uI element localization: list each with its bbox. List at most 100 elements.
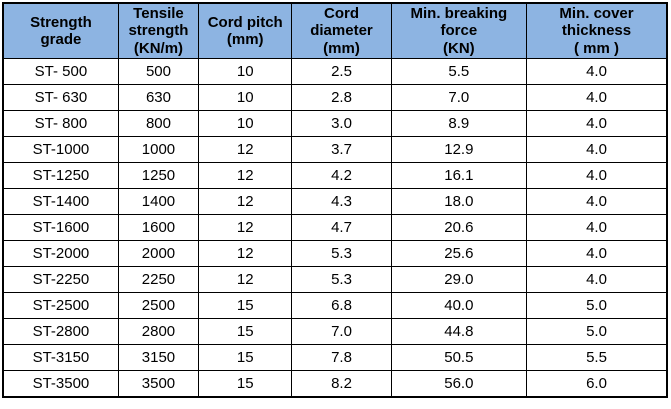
table-cell: ST-2000 bbox=[2, 239, 119, 267]
table-cell: 4.7 bbox=[291, 213, 392, 241]
table-cell: 12 bbox=[198, 213, 293, 241]
table-cell: 8.9 bbox=[390, 109, 528, 137]
col-header-min-breaking-force: Min. breaking force (KN) bbox=[390, 2, 528, 59]
table-cell: 8.2 bbox=[291, 369, 392, 398]
table-cell: 40.0 bbox=[390, 291, 528, 319]
table-row: ST-3150 3150 15 7.8 50.5 5.5 bbox=[2, 343, 668, 371]
table-cell: 4.0 bbox=[526, 57, 668, 85]
table-cell: 12 bbox=[198, 161, 293, 189]
table-row: ST-1250 1250 12 4.2 16.1 4.0 bbox=[2, 161, 668, 189]
table-cell: 5.0 bbox=[526, 291, 668, 319]
table-cell: 4.2 bbox=[291, 161, 392, 189]
table-cell: ST-1600 bbox=[2, 213, 119, 241]
table-cell: 18.0 bbox=[390, 187, 528, 215]
table-cell: 500 bbox=[117, 57, 200, 85]
table-cell: 12 bbox=[198, 265, 293, 293]
table-cell: 10 bbox=[198, 109, 293, 137]
table-row: ST-1600 1600 12 4.7 20.6 4.0 bbox=[2, 213, 668, 241]
table-cell: 5.3 bbox=[291, 265, 392, 293]
strength-grade-table: Strength grade Tensile strength (KN/m) C… bbox=[2, 2, 668, 398]
table-cell: 15 bbox=[198, 343, 293, 371]
table-cell: 4.0 bbox=[526, 161, 668, 189]
col-header-cord-diameter: Cord diameter (mm) bbox=[291, 2, 392, 59]
col-header-min-cover-thickness: Min. cover thickness ( mm ) bbox=[526, 2, 668, 59]
table-cell: 15 bbox=[198, 317, 293, 345]
table-cell: ST-3500 bbox=[2, 369, 119, 398]
table-cell: ST-2800 bbox=[2, 317, 119, 345]
table-cell: 3500 bbox=[117, 369, 200, 398]
table-cell: 4.0 bbox=[526, 265, 668, 293]
header-row: Strength grade Tensile strength (KN/m) C… bbox=[2, 2, 668, 59]
table-cell: 25.6 bbox=[390, 239, 528, 267]
table-cell: 4.0 bbox=[526, 239, 668, 267]
table-cell: 630 bbox=[117, 83, 200, 111]
table-row: ST-3500 3500 15 8.2 56.0 6.0 bbox=[2, 369, 668, 398]
table-cell: 4.0 bbox=[526, 187, 668, 215]
table-row: ST-2800 2800 15 7.0 44.8 5.0 bbox=[2, 317, 668, 345]
table-cell: 1250 bbox=[117, 161, 200, 189]
table-cell: 2500 bbox=[117, 291, 200, 319]
table-cell: 3150 bbox=[117, 343, 200, 371]
table-cell: 10 bbox=[198, 83, 293, 111]
table-cell: 1400 bbox=[117, 187, 200, 215]
table-cell: 1600 bbox=[117, 213, 200, 241]
table-cell: 1000 bbox=[117, 135, 200, 163]
table-row: ST- 630 630 10 2.8 7.0 4.0 bbox=[2, 83, 668, 111]
table-cell: 5.5 bbox=[526, 343, 668, 371]
table-row: ST-2250 2250 12 5.3 29.0 4.0 bbox=[2, 265, 668, 293]
table-cell: 15 bbox=[198, 291, 293, 319]
table-cell: 12 bbox=[198, 135, 293, 163]
col-header-cord-pitch: Cord pitch (mm) bbox=[198, 2, 293, 59]
table-cell: ST- 800 bbox=[2, 109, 119, 137]
table-cell: 29.0 bbox=[390, 265, 528, 293]
table-body: ST- 500 500 10 2.5 5.5 4.0 ST- 630 630 10 2.8 7.0 4… bbox=[2, 57, 668, 398]
table-cell: ST- 500 bbox=[2, 57, 119, 85]
table-row: ST-2000 2000 12 5.3 25.6 4.0 bbox=[2, 239, 668, 267]
table-cell: ST-3150 bbox=[2, 343, 119, 371]
table-cell: ST- 630 bbox=[2, 83, 119, 111]
table-cell: ST-2500 bbox=[2, 291, 119, 319]
table-cell: 5.0 bbox=[526, 317, 668, 345]
table-cell: 4.0 bbox=[526, 109, 668, 137]
table-cell: 56.0 bbox=[390, 369, 528, 398]
table-row: ST- 500 500 10 2.5 5.5 4.0 bbox=[2, 57, 668, 85]
table-row: ST-1000 1000 12 3.7 12.9 4.0 bbox=[2, 135, 668, 163]
table-cell: ST-2250 bbox=[2, 265, 119, 293]
table-cell: 7.0 bbox=[291, 317, 392, 345]
table-cell: 10 bbox=[198, 57, 293, 85]
table-cell: 6.8 bbox=[291, 291, 392, 319]
table-cell: 16.1 bbox=[390, 161, 528, 189]
table-row: ST-1400 1400 12 4.3 18.0 4.0 bbox=[2, 187, 668, 215]
table-cell: 2.8 bbox=[291, 83, 392, 111]
table-cell: 4.0 bbox=[526, 213, 668, 241]
table-cell: 7.0 bbox=[390, 83, 528, 111]
table-row: ST-2500 2500 15 6.8 40.0 5.0 bbox=[2, 291, 668, 319]
table-cell: 12.9 bbox=[390, 135, 528, 163]
table-cell: 5.5 bbox=[390, 57, 528, 85]
table-cell: 12 bbox=[198, 239, 293, 267]
table-cell: 15 bbox=[198, 369, 293, 398]
table-cell: 2.5 bbox=[291, 57, 392, 85]
table-cell: 3.0 bbox=[291, 109, 392, 137]
table-cell: 5.3 bbox=[291, 239, 392, 267]
table-cell: 4.0 bbox=[526, 83, 668, 111]
table-row: ST- 800 800 10 3.0 8.9 4.0 bbox=[2, 109, 668, 137]
table-cell: 3.7 bbox=[291, 135, 392, 163]
table-cell: 4.0 bbox=[526, 135, 668, 163]
table-cell: 20.6 bbox=[390, 213, 528, 241]
table-cell: 800 bbox=[117, 109, 200, 137]
table-cell: ST-1400 bbox=[2, 187, 119, 215]
table-cell: 2000 bbox=[117, 239, 200, 267]
table-cell: 2800 bbox=[117, 317, 200, 345]
table-cell: ST-1000 bbox=[2, 135, 119, 163]
table-cell: 4.3 bbox=[291, 187, 392, 215]
col-header-strength-grade: Strength grade bbox=[2, 2, 119, 59]
table-cell: 44.8 bbox=[390, 317, 528, 345]
table-cell: 7.8 bbox=[291, 343, 392, 371]
table-cell: 50.5 bbox=[390, 343, 528, 371]
table-cell: ST-1250 bbox=[2, 161, 119, 189]
table-cell: 12 bbox=[198, 187, 293, 215]
table-cell: 2250 bbox=[117, 265, 200, 293]
table-cell: 6.0 bbox=[526, 369, 668, 398]
